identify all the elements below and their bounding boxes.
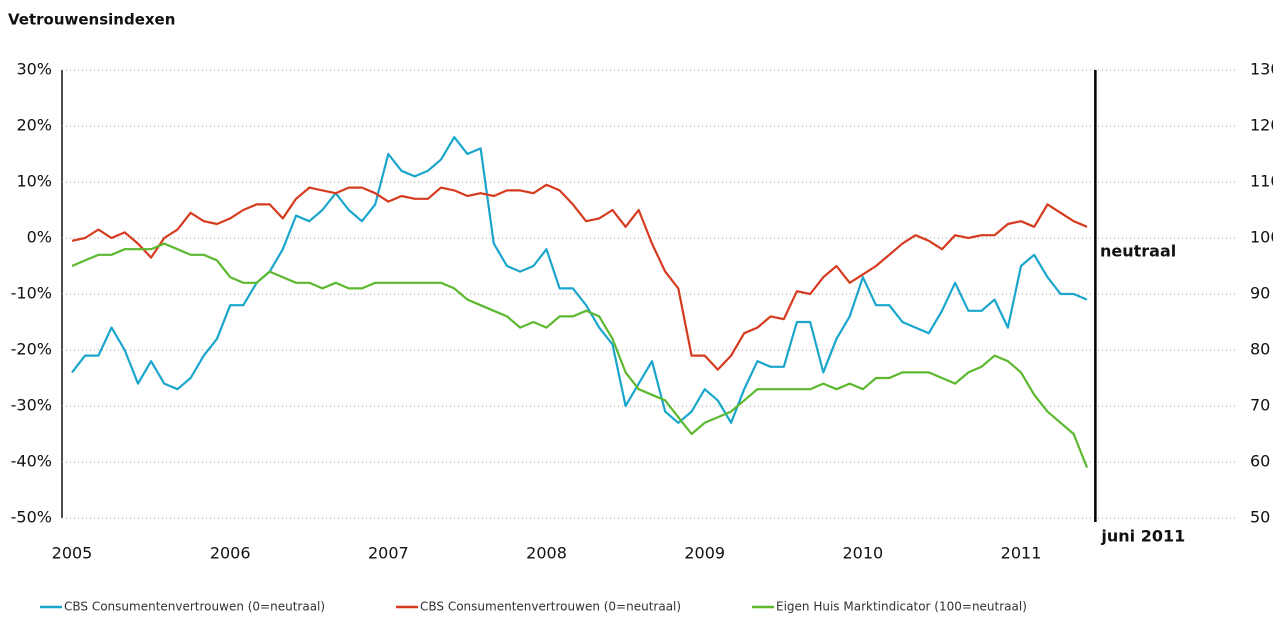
annotation: juni 2011 [1100,527,1185,546]
y-tick-label: 0% [27,228,52,247]
y2-tick-label: 100 [1250,228,1273,247]
y-tick-label: 10% [16,172,52,191]
chart-title: Vetrouwensindexen [8,11,175,29]
y2-tick-label: 110 [1250,172,1273,191]
y2-tick-label: 60 [1250,452,1270,471]
x-tick-label: 2008 [526,544,567,563]
legend: CBS Consumentenvertrouwen (0=neutraal) CB… [40,600,1027,614]
x-tick-label: 2009 [684,544,725,563]
legend-label: CBS Consumentenvertrouwen (0=neutraal) [420,600,681,614]
x-tick-label: 2010 [843,544,884,563]
y-tick-label: -10% [11,284,52,303]
y-tick-label: 30% [16,60,52,79]
x-tick-label: 2006 [210,544,251,563]
y2-tick-label: 130 [1250,60,1273,79]
y2-tick-label: 50 [1250,508,1270,527]
y-tick-label: -20% [11,340,52,359]
x-tick-label: 2005 [52,544,93,563]
line-series [71,183,1088,371]
line-series [71,136,1088,424]
y2-tick-label: 90 [1250,284,1270,303]
y2-tick-label: 70 [1250,396,1270,415]
y-tick-label: -40% [11,452,52,471]
y2-tick-label: 120 [1250,116,1273,135]
y-tick-label: 20% [16,116,52,135]
x-tick-label: 2011 [1001,544,1042,563]
y2-tick-label: 80 [1250,340,1270,359]
y-tick-label: -50% [11,508,52,527]
legend-label: CBS Consumentenvertrouwen (0=neutraal) [64,600,325,614]
annotation: neutraal [1100,242,1176,261]
x-tick-label: 2007 [368,544,409,563]
line-series [71,242,1089,469]
legend-label: Eigen Huis Marktindicator (100=neutraal) [776,600,1027,614]
y-tick-label: -30% [11,396,52,415]
